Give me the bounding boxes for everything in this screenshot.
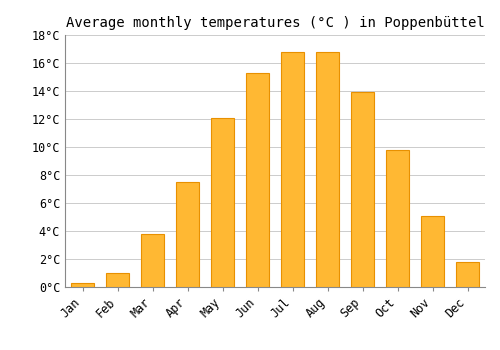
Bar xyxy=(386,150,409,287)
Title: Average monthly temperatures (°C ) in Poppenbüttel: Average monthly temperatures (°C ) in Po… xyxy=(66,16,484,30)
Bar xyxy=(176,182,199,287)
Bar xyxy=(246,73,269,287)
Bar xyxy=(71,283,94,287)
Bar xyxy=(456,262,479,287)
Bar xyxy=(351,92,374,287)
Bar xyxy=(106,273,129,287)
Bar xyxy=(211,118,234,287)
Bar xyxy=(421,216,444,287)
Bar xyxy=(141,234,164,287)
Bar xyxy=(316,52,339,287)
Bar xyxy=(281,52,304,287)
